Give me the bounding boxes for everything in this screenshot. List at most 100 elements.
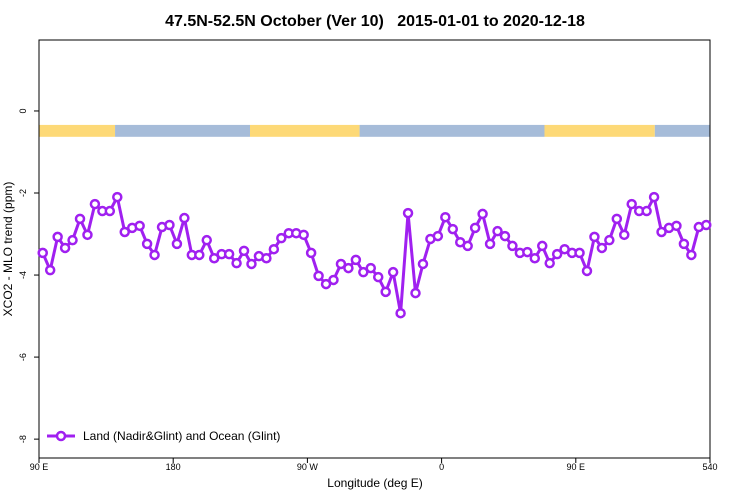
data-point	[626, 198, 637, 210]
legend-label: Land (Nadir&Glint) and Ocean (Glint)	[83, 429, 280, 443]
data-point	[432, 230, 444, 242]
data-point	[141, 238, 153, 250]
data-point	[194, 249, 205, 261]
data-point	[261, 252, 272, 264]
data-point	[231, 257, 242, 269]
data-point	[358, 266, 369, 278]
x-tick-label: 90 E	[567, 462, 586, 472]
data-point	[440, 211, 451, 223]
data-point	[380, 286, 391, 298]
y-tick-label: -6	[18, 353, 28, 361]
surface-band	[39, 124, 116, 137]
y-tick-label: -4	[18, 271, 28, 279]
data-point	[648, 191, 660, 203]
data-point	[462, 240, 473, 252]
data-point	[74, 213, 86, 225]
data-point	[402, 207, 414, 219]
data-point	[596, 242, 608, 254]
data-point	[201, 234, 212, 246]
surface-band	[654, 124, 710, 137]
data-point	[313, 270, 324, 282]
x-tick-label: 0	[439, 462, 444, 472]
data-point	[671, 220, 682, 232]
data-point	[641, 205, 652, 217]
data-point	[574, 247, 585, 259]
data-point	[82, 229, 93, 241]
data-point	[410, 287, 421, 299]
x-tick-label: 540	[702, 462, 717, 472]
data-point	[246, 258, 257, 270]
data-point	[611, 213, 623, 225]
data-point	[335, 258, 347, 270]
data-point	[581, 265, 593, 277]
data-point	[656, 226, 667, 238]
data-point	[328, 274, 339, 286]
data-point	[134, 220, 145, 232]
chart-title: 47.5N-52.5N October (Ver 10) 2015-01-01 …	[165, 13, 585, 30]
data-point	[395, 307, 406, 319]
series-line	[41, 192, 707, 314]
data-point	[350, 254, 362, 266]
data-point	[499, 230, 511, 242]
data-point	[544, 257, 555, 269]
data-point	[89, 198, 101, 210]
data-point	[477, 208, 488, 220]
y-tick-label: -2	[18, 189, 28, 197]
data-point	[171, 238, 183, 250]
data-point	[417, 258, 429, 270]
data-point	[112, 191, 123, 203]
data-point	[305, 247, 317, 259]
surface-band	[359, 124, 545, 137]
data-point	[37, 247, 48, 259]
data-point	[104, 205, 116, 217]
data-point	[469, 222, 481, 234]
data-point	[119, 226, 130, 238]
data-point	[372, 271, 384, 283]
legend-marker	[55, 430, 67, 442]
data-point	[589, 231, 600, 243]
x-tick-label: 180	[166, 462, 181, 472]
x-tick-label: 90 E	[30, 462, 49, 472]
data-point	[298, 229, 309, 241]
data-point	[164, 219, 175, 231]
data-point	[149, 249, 160, 261]
data-point	[67, 234, 78, 246]
data-point	[484, 238, 496, 250]
data-point	[701, 219, 712, 231]
data-point	[551, 248, 563, 260]
y-tick-label: 0	[18, 108, 28, 113]
data-point	[208, 252, 220, 264]
data-point	[686, 249, 697, 261]
x-tick-label: 90 W	[297, 462, 319, 472]
data-point	[268, 243, 280, 255]
data-point	[507, 240, 518, 252]
data-point	[492, 225, 503, 237]
data-point	[447, 223, 459, 235]
data-point	[179, 212, 190, 224]
data-point	[343, 262, 354, 274]
data-point	[52, 231, 63, 243]
data-point	[238, 245, 250, 257]
data-point	[522, 246, 533, 258]
data-point	[387, 266, 399, 278]
data-point	[529, 252, 541, 264]
y-axis-label: XCO2 - MLO trend (ppm)	[1, 182, 15, 317]
data-point	[604, 234, 615, 246]
surface-band	[115, 124, 250, 137]
y-tick-label: -8	[18, 435, 28, 443]
surface-band	[249, 124, 360, 137]
x-axis-label: Longitude (deg E)	[327, 476, 422, 490]
data-point	[320, 278, 332, 290]
data-point	[537, 240, 548, 252]
data-point	[44, 264, 56, 276]
plot-frame	[38, 39, 711, 459]
data-point	[619, 229, 630, 241]
data-point	[365, 262, 377, 274]
surface-band	[544, 124, 655, 137]
data-point	[678, 238, 690, 250]
data-point	[223, 248, 235, 260]
data-point	[276, 232, 287, 244]
data-point	[59, 242, 71, 254]
